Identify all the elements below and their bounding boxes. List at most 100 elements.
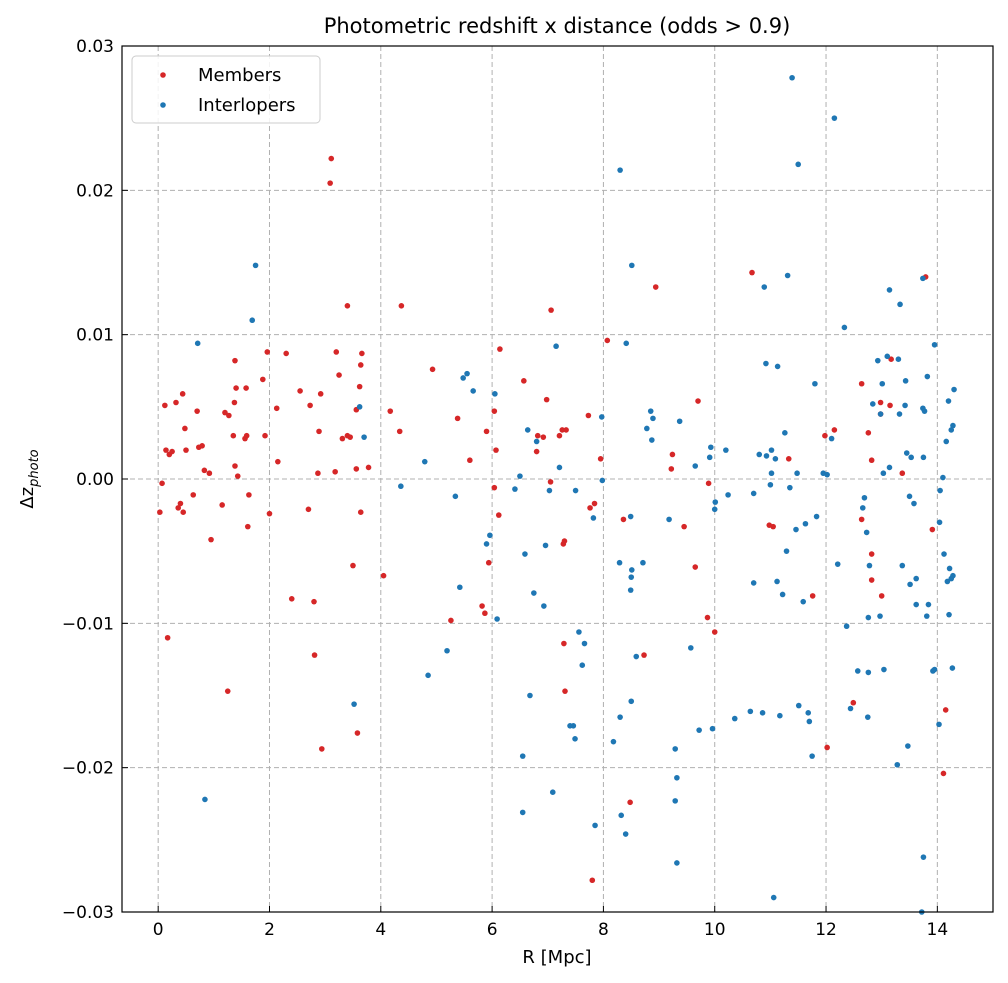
x-tick-label: 2: [264, 920, 275, 940]
point-members: [495, 512, 502, 518]
point-interlopers: [725, 492, 731, 498]
point-members: [354, 730, 361, 736]
point-interlopers: [666, 516, 672, 523]
axis-ticks: 0 2 4 6 8 10 12 14 −0.03 −0.02 −0.01 0.00 0.01 0.02 0.…: [62, 37, 948, 940]
point-interlopers: [895, 356, 902, 363]
x-tick-label: 4: [375, 920, 386, 940]
point-members: [380, 572, 387, 579]
point-members: [275, 458, 281, 465]
y-axis-label-base: Δz: [17, 487, 38, 509]
point-members: [534, 432, 541, 439]
legend-label-interlopers: Interlopers: [198, 95, 296, 116]
legend-box: [131, 55, 321, 124]
point-members: [336, 372, 342, 378]
point-interlopers: [633, 653, 640, 660]
point-interlopers: [628, 698, 635, 705]
point-members: [454, 415, 461, 422]
y-tick-label: −0.01: [62, 614, 114, 634]
point-interlopers: [763, 360, 769, 367]
point-interlopers: [950, 422, 956, 429]
point-members: [467, 457, 473, 464]
point-interlopers: [492, 391, 498, 397]
point-interlopers: [628, 574, 635, 580]
point-members: [208, 536, 214, 543]
point-interlopers: [750, 580, 757, 586]
point-members: [785, 455, 792, 462]
point-interlopers: [945, 398, 952, 404]
point-members: [493, 447, 499, 453]
point-interlopers: [906, 493, 913, 500]
point-members: [749, 269, 755, 276]
point-interlopers: [777, 712, 783, 719]
point-members: [491, 484, 498, 491]
point-interlopers: [553, 343, 559, 350]
point-interlopers: [202, 796, 208, 803]
point-members: [497, 346, 503, 352]
point-interlopers: [854, 668, 861, 674]
point-interlopers: [627, 587, 634, 593]
legend-marker-members: [160, 72, 166, 78]
point-members: [226, 412, 232, 419]
point-interlopers: [905, 743, 911, 749]
point-members: [180, 509, 187, 515]
point-interlopers: [913, 601, 919, 608]
point-members: [491, 408, 498, 414]
point-members: [243, 432, 250, 439]
point-interlopers: [460, 375, 466, 381]
point-interlopers: [527, 692, 533, 699]
point-interlopers: [896, 411, 903, 417]
point-interlopers: [941, 551, 947, 557]
point-interlopers: [444, 647, 450, 654]
point-interlopers: [800, 598, 807, 605]
point-interlopers: [824, 471, 830, 478]
point-interlopers: [494, 616, 500, 622]
point-interlopers: [616, 559, 623, 566]
chart-title: Photometric redshift x distance (odds > …: [324, 14, 791, 38]
point-members: [175, 505, 182, 511]
y-tick-label: −0.02: [62, 759, 114, 779]
point-members: [620, 516, 627, 523]
point-interlopers: [877, 613, 883, 619]
point-interlopers: [610, 738, 617, 745]
point-interlopers: [886, 287, 893, 293]
y-tick-label: −0.03: [62, 903, 114, 923]
point-members: [831, 427, 838, 433]
point-members: [347, 434, 353, 440]
point-interlopers: [546, 487, 553, 494]
point-members: [561, 538, 568, 544]
point-members: [899, 470, 906, 477]
point-interlopers: [874, 357, 881, 364]
point-interlopers: [768, 470, 775, 477]
point-members: [589, 877, 596, 884]
point-members: [809, 593, 816, 599]
point-interlopers: [711, 506, 718, 513]
point-members: [157, 509, 163, 515]
point-interlopers: [674, 860, 680, 866]
point-interlopers: [920, 454, 927, 461]
point-members: [234, 473, 241, 479]
point-interlopers: [864, 714, 871, 720]
point-members: [199, 443, 205, 449]
point-interlopers: [483, 541, 490, 547]
point-members: [177, 500, 184, 507]
point-interlopers: [517, 473, 523, 479]
point-interlopers: [789, 74, 795, 81]
point-interlopers: [783, 548, 790, 554]
point-interlopers: [843, 623, 850, 630]
point-interlopers: [351, 701, 357, 707]
point-members: [297, 388, 303, 394]
x-tick-label: 8: [598, 920, 609, 940]
point-interlopers: [859, 505, 866, 511]
point-interlopers: [708, 444, 714, 451]
point-interlopers: [756, 451, 763, 458]
point-interlopers: [770, 894, 777, 901]
point-members: [219, 502, 225, 508]
point-interlopers: [894, 761, 901, 768]
point-members: [332, 468, 338, 475]
point-members: [328, 155, 335, 162]
point-members: [692, 564, 699, 570]
point-interlopers: [533, 438, 540, 445]
point-members: [365, 464, 372, 471]
point-members: [543, 396, 550, 403]
x-tick-label: 0: [153, 920, 164, 940]
